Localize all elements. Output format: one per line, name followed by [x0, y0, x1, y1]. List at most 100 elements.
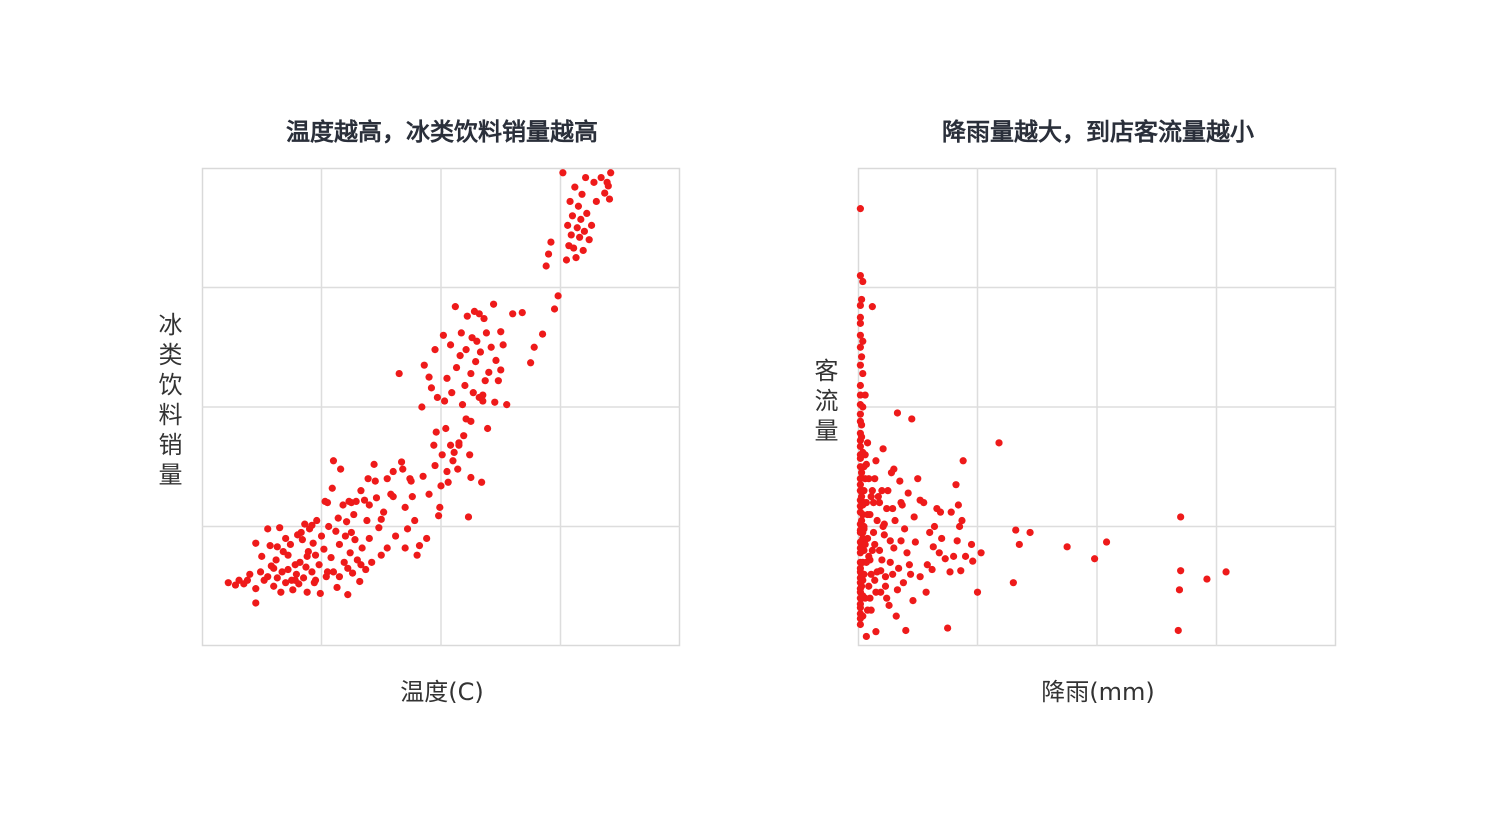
data-point [270, 564, 278, 572]
data-point [879, 445, 887, 453]
data-point [856, 442, 864, 451]
data-point [856, 620, 864, 629]
data-point [601, 189, 609, 197]
data-point [935, 549, 943, 557]
data-point [941, 555, 949, 563]
data-point [448, 389, 456, 397]
data-point [863, 439, 872, 447]
data-point [856, 564, 864, 572]
data-point [859, 277, 867, 286]
data-point [401, 503, 409, 511]
data-point [572, 254, 580, 262]
data-point [859, 369, 867, 378]
data-point [867, 493, 875, 501]
data-point [444, 478, 452, 486]
data-point [883, 594, 891, 602]
data-point [264, 525, 272, 533]
data-point [335, 573, 344, 581]
data-point [878, 556, 886, 564]
data-point [530, 343, 538, 351]
data-point [559, 169, 567, 177]
data-point [1175, 586, 1184, 594]
data-point [252, 599, 260, 607]
data-point [859, 534, 867, 543]
data-point [906, 570, 915, 578]
data-point [443, 467, 451, 476]
data-point [890, 544, 898, 552]
data-point [859, 448, 867, 457]
data-point [856, 205, 864, 213]
data-point [308, 521, 316, 529]
data-point [944, 624, 952, 632]
data-point [889, 570, 897, 578]
data-point [389, 467, 397, 476]
data-point [872, 588, 880, 596]
y-axis-label-temperature: 冰类饮料销量 [154, 312, 182, 492]
data-point [580, 227, 588, 235]
data-point [442, 424, 450, 433]
data-point [370, 460, 378, 468]
data-point [315, 561, 323, 569]
data-point [607, 169, 615, 177]
data-point [856, 319, 864, 327]
data-point [911, 538, 919, 546]
data-point [590, 178, 598, 186]
data-point [335, 540, 344, 549]
data-point [350, 510, 358, 519]
data-point [467, 369, 475, 378]
data-point [340, 558, 348, 566]
data-point [567, 231, 575, 239]
data-point [481, 377, 489, 385]
data-point [865, 475, 873, 483]
data-point [450, 448, 458, 457]
data-point [869, 499, 878, 507]
data-point [886, 558, 894, 566]
data-point [995, 439, 1003, 447]
data-point [418, 403, 426, 411]
data-point [893, 586, 902, 594]
data-point [328, 484, 336, 492]
data-point [329, 457, 338, 465]
data-point [408, 493, 416, 501]
data-point [859, 592, 867, 600]
data-point [458, 401, 467, 409]
data-point [873, 568, 881, 576]
data-point [872, 628, 880, 636]
data-point [360, 496, 369, 504]
data-point [446, 441, 455, 449]
data-point [856, 481, 864, 489]
data-point [272, 556, 280, 564]
data-point [874, 493, 882, 501]
data-point [383, 544, 391, 552]
data-point [863, 606, 872, 614]
data-point [856, 410, 864, 418]
data-point [351, 536, 359, 544]
data-point [457, 329, 465, 337]
data-point [348, 569, 357, 577]
data-point [576, 233, 584, 241]
data-point [859, 403, 867, 411]
data-point [959, 457, 967, 465]
data-point [491, 398, 499, 406]
data-point [901, 525, 909, 533]
data-point [905, 561, 913, 569]
data-point [499, 341, 507, 349]
data-point [365, 501, 373, 509]
data-point [860, 487, 868, 495]
data-point [329, 568, 338, 576]
data-point [1174, 626, 1182, 635]
data-point [264, 573, 272, 581]
data-point [494, 377, 502, 385]
y-axis-label-rainfall: 客流量 [810, 358, 838, 448]
data-point [863, 510, 872, 519]
data-point [564, 221, 572, 229]
data-point [902, 626, 910, 635]
data-point [538, 330, 547, 338]
data-point [334, 514, 342, 522]
data-point [372, 494, 381, 502]
data-point [542, 262, 550, 270]
data-point [967, 540, 976, 549]
data-point [867, 570, 875, 578]
data-point [929, 543, 937, 551]
data-point [977, 549, 985, 557]
